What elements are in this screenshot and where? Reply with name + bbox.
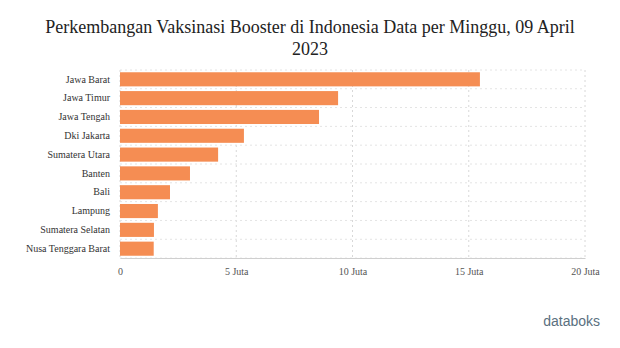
bar	[120, 148, 218, 162]
grid-line	[352, 70, 353, 258]
tick: Bali	[93, 186, 120, 197]
grid-line	[120, 220, 585, 221]
bars	[120, 72, 480, 255]
tick: Banten	[82, 168, 120, 179]
grid-line	[120, 145, 585, 146]
tick: Dki Jakarta	[64, 130, 120, 141]
grid-line	[120, 88, 585, 89]
grid-line	[120, 107, 585, 108]
tick-label: 5 Juta	[225, 266, 249, 277]
tick: 10 Juta	[339, 258, 368, 277]
tick-label: Jawa Barat	[66, 74, 110, 85]
bar	[120, 185, 170, 199]
grid-line	[120, 126, 585, 127]
chart: Perkembangan Vaksinasi Booster di Indone…	[0, 0, 620, 348]
tick-label: Sumatera Selatan	[40, 224, 110, 235]
title: Perkembangan Vaksinasi Booster di Indone…	[45, 17, 575, 59]
tick-label: Jawa Tengah	[58, 111, 110, 122]
grid-line	[120, 70, 585, 71]
tick-label: Dki Jakarta	[64, 130, 110, 141]
plot: 05 Juta10 Juta15 Juta20 JutaJawa BaratJa…	[26, 70, 600, 277]
tick-label: Lampung	[72, 205, 110, 216]
grid-line	[468, 70, 469, 258]
tick: Sumatera Utara	[48, 149, 120, 160]
axis-line	[121, 258, 586, 259]
tick-label: Nusa Tenggara Barat	[26, 243, 110, 254]
tick-label: 10 Juta	[339, 266, 368, 277]
grid-line	[120, 258, 585, 259]
x-axis: 0 5 Juta 10 Juta 15 Juta 20 Juta	[118, 258, 600, 277]
tick: Jawa Barat	[66, 74, 120, 85]
tick: Jawa Tengah	[58, 111, 120, 122]
tick: 0	[118, 258, 123, 277]
grid-line	[120, 239, 585, 240]
bar	[120, 110, 319, 124]
y-axis: Jawa Barat Jawa Timur Jawa Tengah Dki Jakar…	[26, 74, 120, 254]
bar	[120, 166, 190, 180]
tick: 15 Juta	[455, 258, 484, 277]
tick: 20 Juta	[571, 258, 600, 277]
bar	[120, 242, 154, 256]
grid	[120, 70, 585, 258]
tick: Sumatera Selatan	[40, 224, 120, 235]
tick-label: 15 Juta	[455, 266, 484, 277]
tick-label: 20 Juta	[571, 266, 600, 277]
tick: Jawa Timur	[63, 92, 120, 103]
source: databoks	[543, 313, 600, 329]
bar	[120, 72, 480, 86]
bar	[120, 223, 154, 237]
grid-line	[120, 182, 585, 183]
tick: Lampung	[72, 205, 120, 216]
bar	[120, 91, 338, 105]
tick-label: 0	[118, 266, 123, 277]
grid-line	[120, 201, 585, 202]
tick: Nusa Tenggara Barat	[26, 243, 120, 254]
tick-label: Bali	[93, 186, 110, 197]
grid-line	[120, 164, 585, 165]
tick-label: Banten	[82, 168, 110, 179]
bar	[120, 204, 158, 218]
tick-label: Sumatera Utara	[48, 149, 111, 160]
bar	[120, 129, 244, 143]
tick: 5 Juta	[225, 258, 249, 277]
tick-label: Jawa Timur	[63, 92, 111, 103]
